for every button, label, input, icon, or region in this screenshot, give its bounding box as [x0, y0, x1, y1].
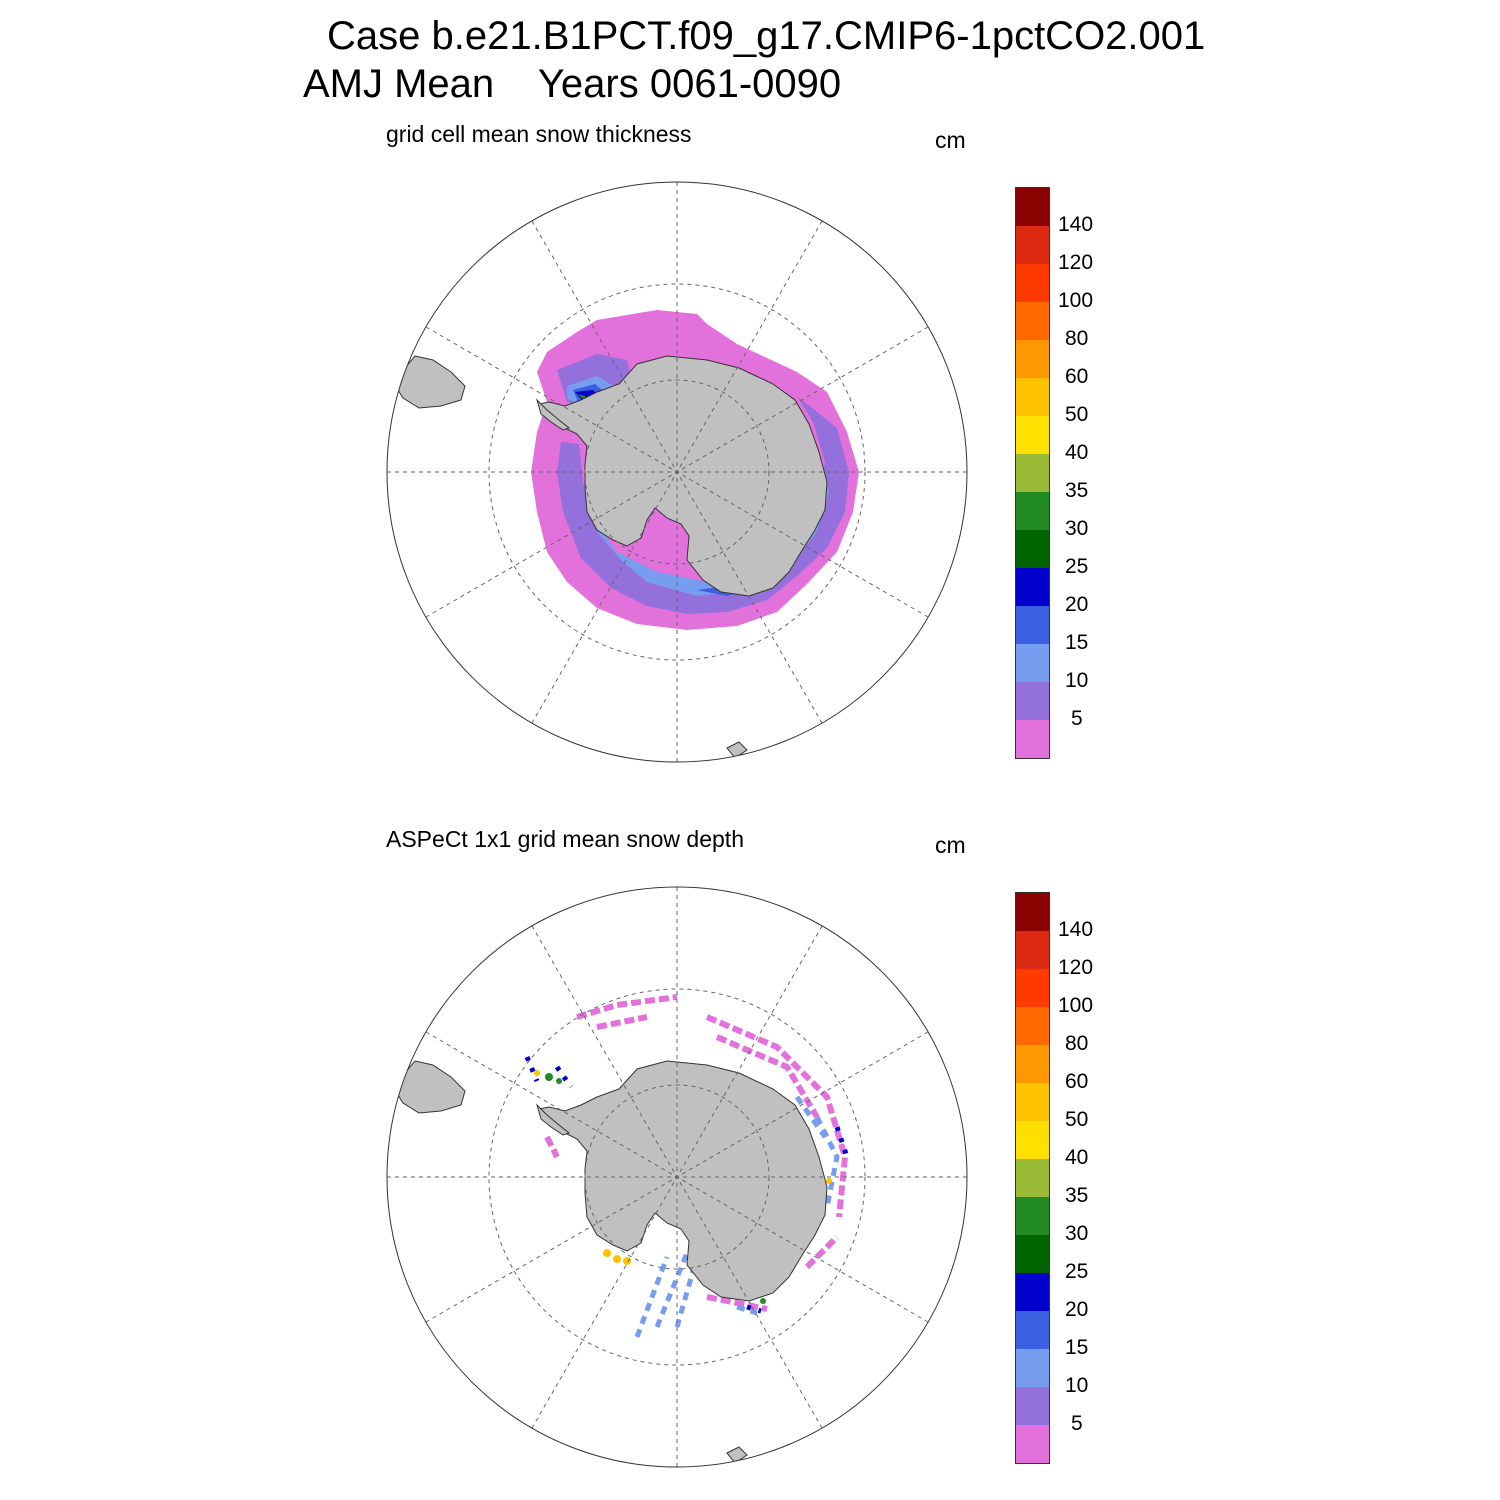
colorbar-2-tick-label: 30: [1065, 1222, 1089, 1245]
colorbar-1-swatch: [1016, 416, 1049, 454]
figure-title-line1: Case b.e21.B1PCT.f09_g17.CMIP6-1pctCO2.0…: [327, 14, 1206, 58]
colorbar-1-swatch: [1016, 644, 1049, 682]
colorbar-2-tick-label: 80: [1065, 1032, 1089, 1055]
colorbar-2-tick-label: 40: [1065, 1146, 1089, 1169]
panel2-units: cm: [935, 832, 966, 858]
colorbar-2: [1015, 892, 1050, 1464]
colorbar-1-tick-label: 15: [1065, 631, 1089, 654]
colorbar-1-swatch: [1016, 264, 1049, 302]
colorbar-2-tick-label: 35: [1065, 1184, 1089, 1207]
colorbar-2-swatch: [1016, 1159, 1049, 1197]
colorbar-1-tick-label: 120: [1058, 251, 1094, 274]
colorbar-1-tick-label: 60: [1065, 365, 1089, 388]
panel2-map: [386, 886, 968, 1468]
colorbar-2-tick-label: 120: [1058, 956, 1094, 979]
colorbar-2-tick-label: 60: [1065, 1070, 1089, 1093]
colorbar-1-swatch: [1016, 226, 1049, 264]
colorbar-1-swatch: [1016, 720, 1049, 758]
colorbar-2-swatch: [1016, 1007, 1049, 1045]
colorbar-1-swatch: [1016, 454, 1049, 492]
panel1-units: cm: [935, 127, 966, 153]
colorbar-2-swatch: [1016, 1273, 1049, 1311]
colorbar-2-tick-label: 20: [1065, 1298, 1089, 1321]
colorbar-1-swatch: [1016, 188, 1049, 226]
colorbar-1-swatch: [1016, 568, 1049, 606]
colorbar-1: [1015, 187, 1050, 759]
colorbar-1-tick-label: 25: [1065, 555, 1089, 578]
colorbar-2-tick-label: 5: [1071, 1412, 1083, 1435]
colorbar-2-swatch: [1016, 1083, 1049, 1121]
colorbar-2-swatch: [1016, 1235, 1049, 1273]
panel2-subtitle: ASPeCt 1x1 grid mean snow depth: [386, 826, 744, 852]
colorbar-1-tick-label: 35: [1065, 479, 1089, 502]
colorbar-2-swatch: [1016, 1045, 1049, 1083]
colorbar-2-tick-label: 50: [1065, 1108, 1089, 1131]
colorbar-2-swatch: [1016, 931, 1049, 969]
colorbar-2-swatch: [1016, 1349, 1049, 1387]
colorbar-1-swatch: [1016, 492, 1049, 530]
colorbar-1-swatch: [1016, 378, 1049, 416]
colorbar-2-swatch: [1016, 1311, 1049, 1349]
panel1-subtitle: grid cell mean snow thickness: [386, 121, 692, 147]
colorbar-2-tick-label: 15: [1065, 1336, 1089, 1359]
colorbar-1-tick-label: 5: [1071, 707, 1083, 730]
colorbar-1-tick-label: 80: [1065, 327, 1089, 350]
colorbar-1-swatch: [1016, 530, 1049, 568]
colorbar-1-tick-label: 40: [1065, 441, 1089, 464]
colorbar-1-swatch: [1016, 606, 1049, 644]
colorbar-1-tick-label: 140: [1058, 213, 1094, 236]
colorbar-1-tick-label: 50: [1065, 403, 1089, 426]
colorbar-1-tick-label: 10: [1065, 669, 1089, 692]
colorbar-2-swatch: [1016, 1121, 1049, 1159]
colorbar-2-tick-label: 25: [1065, 1260, 1089, 1283]
colorbar-2-tick-label: 100: [1058, 994, 1094, 1017]
colorbar-1-tick-label: 30: [1065, 517, 1089, 540]
colorbar-1-tick-label: 20: [1065, 593, 1089, 616]
figure-title-line2: AMJ Mean Years 0061-0090: [303, 62, 842, 106]
colorbar-1-swatch: [1016, 302, 1049, 340]
colorbar-2-swatch: [1016, 1197, 1049, 1235]
colorbar-2-swatch: [1016, 969, 1049, 1007]
colorbar-2-tick-label: 140: [1058, 918, 1094, 941]
colorbar-2-swatch: [1016, 1425, 1049, 1463]
colorbar-2-tick-label: 10: [1065, 1374, 1089, 1397]
colorbar-1-tick-label: 100: [1058, 289, 1094, 312]
panel1-map: [386, 181, 968, 763]
colorbar-2-swatch: [1016, 893, 1049, 931]
colorbar-1-swatch: [1016, 682, 1049, 720]
colorbar-2-swatch: [1016, 1387, 1049, 1425]
colorbar-1-swatch: [1016, 340, 1049, 378]
